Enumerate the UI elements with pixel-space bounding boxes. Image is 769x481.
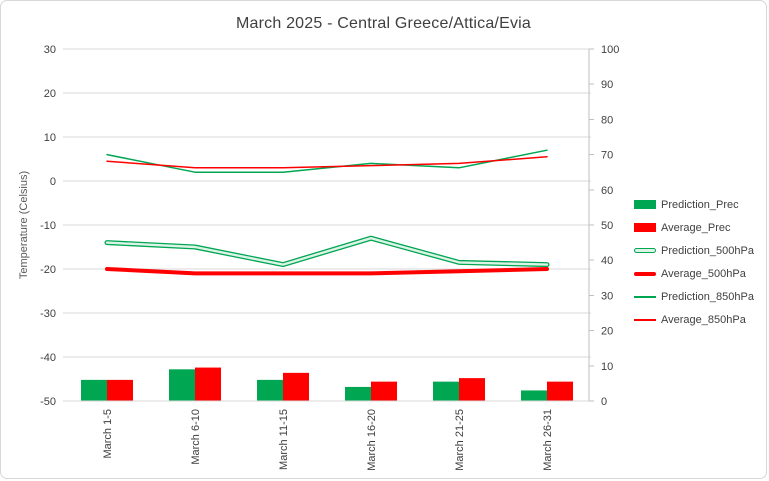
left-axis-tick-label: -30 (40, 308, 56, 320)
legend-item-Prediction_500hPa: Prediction_500hPa (634, 239, 754, 262)
legend-swatch-bar-icon (634, 200, 656, 209)
right-axis-tick-label: 60 (601, 185, 613, 197)
category-label: March 6-10 (190, 409, 202, 465)
bar (459, 378, 485, 401)
legend-label: Average_500hPa (661, 267, 746, 280)
category-axis: March 1-5 March 6-10 March 11-15 March 16-2… (102, 409, 554, 471)
bar (81, 379, 107, 401)
left-axis: 30 20 10 0 -10 -20 -30 -40 -50 (40, 44, 56, 408)
line-inner (105, 236, 549, 266)
category-label: March 1-5 (102, 409, 114, 459)
legend-swatch-thin-icon (634, 295, 656, 298)
line (106, 149, 548, 173)
right-axis-tick-label: 30 (601, 290, 613, 302)
right-axis-tick-label: 20 (601, 326, 613, 338)
right-axis-tick-label: 100 (601, 44, 619, 56)
gridlines (63, 48, 591, 402)
bar-series-Prediction_Prec (81, 369, 547, 401)
category-label: March 16-20 (366, 409, 378, 471)
left-axis-tick-label: 0 (50, 176, 56, 188)
legend-swatch-thin-icon (634, 318, 656, 321)
left-axis-tick-label: 10 (44, 132, 56, 144)
legend-item-Average_850hPa: Average_850hPa (634, 308, 754, 331)
left-axis-tick-label: -50 (40, 396, 56, 408)
category-label: March 11-15 (278, 409, 290, 470)
chart-title: March 2025 - Central Greece/Attica/Evia (235, 15, 532, 32)
right-axis-tick-label: 10 (601, 361, 613, 373)
legend-item-Prediction_850hPa: Prediction_850hPa (634, 285, 754, 308)
category-label: March 21-25 (454, 409, 466, 471)
line-series-Prediction_850hPa (106, 149, 548, 173)
bar (547, 381, 573, 401)
legend-label: Prediction_Prec (661, 198, 739, 211)
bar (195, 367, 221, 401)
line (106, 156, 548, 169)
right-axis-tick-label: 70 (601, 150, 613, 162)
left-axis-tick-label: -10 (40, 220, 56, 232)
legend-swatch-bar-icon (634, 223, 656, 232)
legend-item-Prediction_Prec: Prediction_Prec (634, 193, 754, 216)
bar (107, 379, 133, 401)
right-axis-tick-label: 90 (601, 79, 613, 91)
bar (345, 386, 371, 401)
line-series-Average_850hPa (106, 156, 548, 169)
bar (257, 379, 283, 401)
bar-series-Average_Prec (107, 367, 573, 401)
legend-label: Prediction_500hPa (661, 244, 754, 257)
legend-swatch-double-icon (634, 248, 656, 253)
bar (283, 372, 309, 401)
legend-item-Average_500hPa: Average_500hPa (634, 262, 754, 285)
legend-label: Average_Prec (661, 221, 731, 234)
legend-label: Average_850hPa (661, 313, 746, 326)
bar (371, 381, 397, 401)
category-label: March 26-31 (542, 409, 554, 471)
right-axis-tick-label: 0 (601, 396, 607, 408)
left-axis-tick-label: -20 (40, 264, 56, 276)
line-series-Average_500hPa (105, 267, 549, 276)
left-axis-title: Temperature (Celsius) (18, 171, 30, 279)
chart-legend: Prediction_Prec Average_Prec Prediction_50… (634, 193, 754, 331)
right-axis-tick-label: 40 (601, 255, 613, 267)
bar (433, 381, 459, 401)
left-axis-tick-label: -40 (40, 352, 56, 364)
left-axis-tick-label: 20 (44, 88, 56, 100)
legend-label: Prediction_850hPa (661, 290, 754, 303)
bar (169, 369, 195, 401)
left-axis-tick-label: 30 (44, 44, 56, 56)
bar (521, 390, 547, 401)
legend-swatch-thick-icon (634, 271, 656, 276)
line-series-Prediction_500hPa (104, 235, 550, 268)
right-axis-tick-label: 50 (601, 220, 613, 232)
legend-item-Average_Prec: Average_Prec (634, 216, 754, 239)
right-axis-tick-label: 80 (601, 114, 613, 126)
line (105, 267, 549, 276)
